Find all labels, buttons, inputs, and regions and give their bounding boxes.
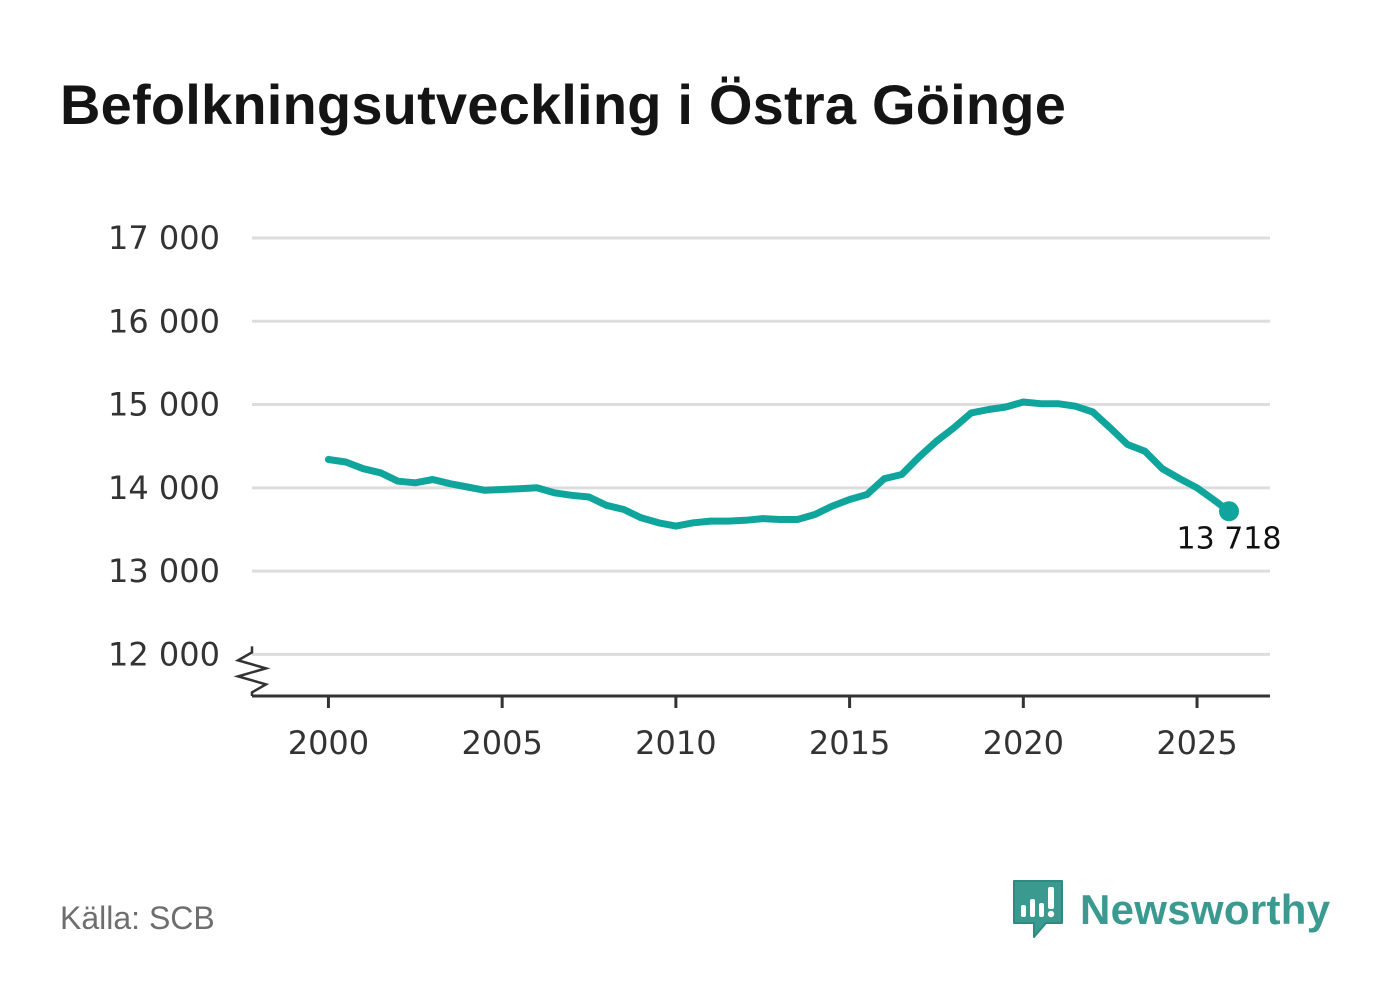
population-line [324,398,1233,530]
brand-logo[interactable]: Newsworthy [1010,878,1330,942]
x-tick-label: 2020 [983,724,1064,762]
y-tick-label: 16 000 [108,302,220,340]
y-axis-labels: 12 000 13 000 14 000 15 000 16 000 17 000 [108,219,220,673]
x-axis [233,646,1270,708]
x-axis-labels: 2000 2005 2010 2015 2020 2025 [288,724,1238,762]
end-value-label: 13 718 [1177,521,1282,556]
brand-name: Newsworthy [1080,886,1331,933]
chart-title: Befolkningsutveckling i Östra Göinge [60,73,1067,136]
x-tick-label: 2025 [1156,724,1237,762]
x-tick-label: 2010 [635,724,716,762]
x-tick-label: 2005 [461,724,542,762]
y-tick-label: 12 000 [108,635,220,673]
series: 13 718 [324,398,1282,556]
y-tick-label: 15 000 [108,386,220,424]
y-tick-label: 17 000 [108,219,220,257]
y-tick-label: 13 000 [108,552,220,590]
source-label: Källa: SCB [60,900,215,936]
grid-lines [252,236,1270,656]
x-tick-label: 2000 [288,724,369,762]
end-point-marker [1219,501,1240,522]
y-axis-break [233,646,271,696]
newsworthy-logo-icon [1013,880,1063,938]
y-tick-label: 14 000 [108,469,220,507]
x-tick-label: 2015 [809,724,890,762]
